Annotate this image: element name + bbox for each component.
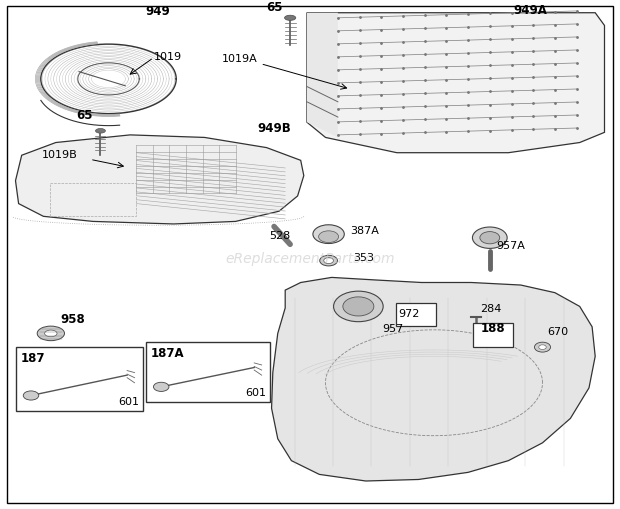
Ellipse shape bbox=[319, 231, 339, 243]
Text: 353: 353 bbox=[353, 252, 374, 263]
Polygon shape bbox=[307, 13, 338, 137]
Text: 187: 187 bbox=[20, 352, 45, 365]
Polygon shape bbox=[16, 135, 304, 224]
Polygon shape bbox=[272, 277, 595, 481]
Text: 601: 601 bbox=[118, 397, 139, 407]
Text: 65: 65 bbox=[76, 108, 93, 122]
Text: eReplacementParts.com: eReplacementParts.com bbox=[225, 251, 395, 266]
Bar bbox=[50, 183, 136, 216]
Text: 957A: 957A bbox=[496, 241, 525, 251]
Text: 670: 670 bbox=[547, 327, 568, 337]
Text: 187A: 187A bbox=[151, 347, 184, 360]
Text: 601: 601 bbox=[245, 388, 266, 398]
Ellipse shape bbox=[476, 331, 485, 336]
Text: 188: 188 bbox=[480, 322, 505, 335]
Text: 284: 284 bbox=[480, 303, 502, 314]
Text: 1019: 1019 bbox=[154, 52, 182, 62]
Bar bbox=[146, 342, 270, 402]
Ellipse shape bbox=[45, 330, 57, 337]
Text: 958: 958 bbox=[60, 313, 85, 326]
Ellipse shape bbox=[480, 232, 500, 244]
Ellipse shape bbox=[313, 225, 344, 243]
Ellipse shape bbox=[37, 326, 64, 341]
Ellipse shape bbox=[320, 256, 337, 266]
Text: 949B: 949B bbox=[257, 122, 291, 135]
Text: 65: 65 bbox=[266, 1, 283, 14]
Ellipse shape bbox=[24, 391, 38, 400]
Bar bbox=[396, 303, 436, 326]
Text: 387A: 387A bbox=[350, 226, 379, 236]
Text: 949: 949 bbox=[146, 5, 170, 18]
Ellipse shape bbox=[285, 15, 296, 20]
Ellipse shape bbox=[95, 129, 105, 133]
Ellipse shape bbox=[472, 227, 507, 248]
Text: 1019A: 1019A bbox=[221, 54, 257, 64]
Ellipse shape bbox=[343, 297, 374, 316]
Bar bbox=[16, 347, 143, 411]
Text: 972: 972 bbox=[399, 308, 420, 319]
Ellipse shape bbox=[534, 342, 551, 352]
Ellipse shape bbox=[539, 345, 546, 350]
Text: 957: 957 bbox=[383, 324, 404, 334]
Bar bbox=[473, 323, 513, 347]
Text: 949A: 949A bbox=[513, 4, 547, 17]
Polygon shape bbox=[78, 63, 139, 95]
Ellipse shape bbox=[334, 291, 383, 322]
Text: 1019B: 1019B bbox=[42, 150, 78, 160]
Ellipse shape bbox=[154, 382, 169, 391]
Polygon shape bbox=[307, 13, 604, 153]
Text: 528: 528 bbox=[269, 231, 290, 241]
Ellipse shape bbox=[324, 258, 334, 264]
